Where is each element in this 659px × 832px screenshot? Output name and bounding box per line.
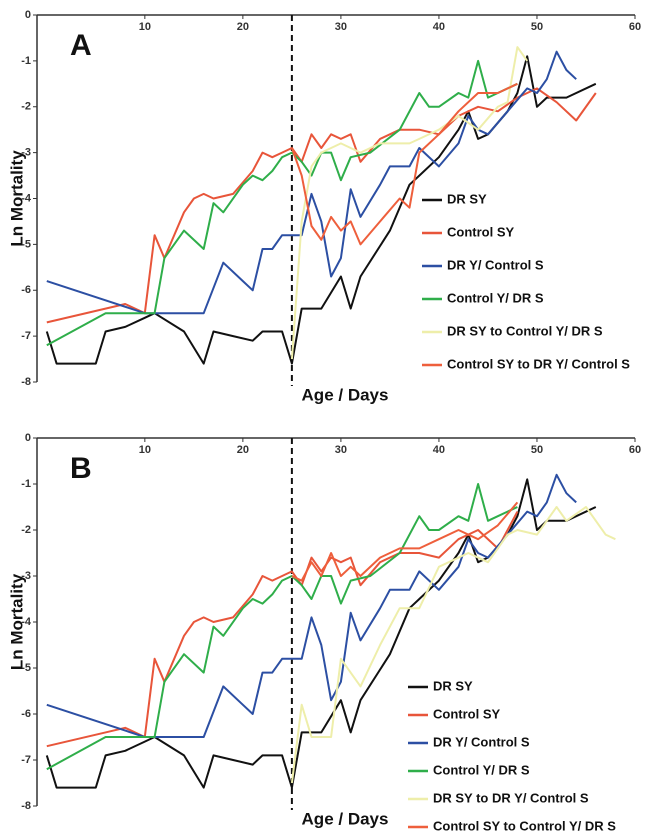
x-tick-label: 60 bbox=[629, 21, 641, 33]
y-tick-label: -4 bbox=[21, 616, 32, 628]
y-tick-label: -1 bbox=[21, 478, 31, 490]
y-axis-title: Ln Mortality bbox=[7, 573, 26, 670]
y-tick-label: -2 bbox=[21, 101, 31, 113]
y-tick-label: -6 bbox=[21, 708, 31, 720]
y-tick-label: -2 bbox=[21, 524, 31, 536]
x-tick-label: 30 bbox=[335, 444, 347, 456]
x-tick-label: 40 bbox=[433, 21, 445, 33]
y-tick-label: 0 bbox=[25, 432, 31, 444]
series-line bbox=[291, 501, 519, 582]
x-tick-label: 40 bbox=[433, 444, 445, 456]
x-tick-label: 50 bbox=[531, 444, 543, 456]
series-line bbox=[46, 50, 577, 315]
y-tick-label: -3 bbox=[21, 147, 31, 159]
legend-label: DR SY to DR Y/ Control S bbox=[433, 790, 589, 805]
y-tick-label: -7 bbox=[21, 330, 31, 342]
legend-label: Control Y/ DR S bbox=[447, 290, 544, 305]
y-tick-label: -4 bbox=[21, 192, 32, 204]
series-line bbox=[46, 483, 518, 771]
y-tick-label: -5 bbox=[21, 238, 31, 250]
y-tick-label: -6 bbox=[21, 284, 31, 296]
panel-label: B bbox=[70, 452, 92, 485]
series-line bbox=[290, 46, 529, 360]
x-tick-label: 10 bbox=[139, 444, 151, 456]
series-line bbox=[46, 59, 518, 347]
legend-label: Control Y/ DR S bbox=[433, 762, 530, 777]
legend-label: DR SY to Control Y/ DR S bbox=[447, 323, 603, 338]
x-axis-title: Age / Days bbox=[302, 809, 389, 828]
legend-label: Control SY to DR Y/ Control S bbox=[447, 356, 630, 371]
y-tick-label: -7 bbox=[21, 754, 31, 766]
y-tick-label: -8 bbox=[21, 800, 31, 812]
y-axis-title: Ln Mortality bbox=[7, 150, 26, 247]
series-line bbox=[45, 55, 597, 365]
y-tick-label: -3 bbox=[21, 570, 31, 582]
series-line bbox=[46, 87, 597, 324]
x-tick-label: 60 bbox=[629, 444, 641, 456]
legend-label: DR Y/ Control S bbox=[447, 257, 544, 272]
series-line bbox=[46, 473, 577, 738]
x-tick-label: 10 bbox=[139, 21, 151, 33]
x-tick-label: 50 bbox=[531, 21, 543, 33]
series-line bbox=[290, 506, 616, 784]
x-tick-label: 20 bbox=[237, 21, 249, 33]
legend-label: Control SY bbox=[447, 224, 514, 239]
y-tick-label: -1 bbox=[21, 55, 31, 67]
legend-label: DR SY bbox=[433, 678, 473, 693]
y-tick-label: 0 bbox=[25, 9, 31, 21]
y-tick-label: -5 bbox=[21, 662, 31, 674]
legend-label: DR SY bbox=[447, 191, 487, 206]
x-tick-label: 20 bbox=[237, 444, 249, 456]
x-tick-label: 30 bbox=[335, 21, 347, 33]
legend-label: DR Y/ Control S bbox=[433, 734, 530, 749]
legend-label: Control SY bbox=[433, 706, 500, 721]
panel-label: A bbox=[70, 29, 92, 62]
series-line bbox=[290, 82, 518, 246]
x-axis-title: Age / Days bbox=[302, 385, 389, 404]
y-tick-label: -8 bbox=[21, 376, 31, 388]
legend-label: Control SY to Control Y/ DR S bbox=[433, 818, 616, 832]
